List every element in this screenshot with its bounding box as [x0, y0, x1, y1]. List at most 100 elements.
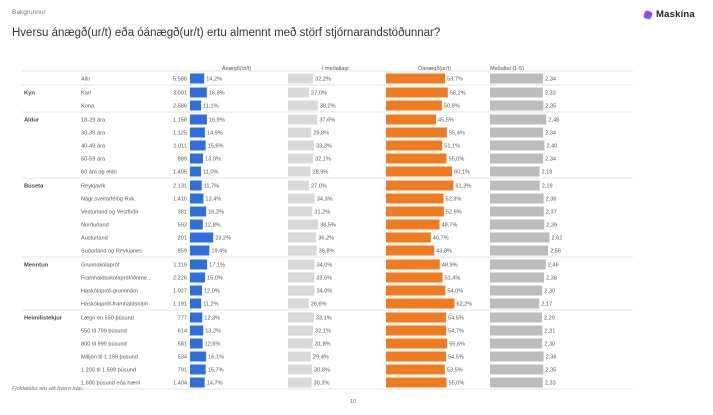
value-dissatisfied: 54,5%	[448, 355, 464, 361]
row-label: Vesturland og Vestfirðir	[81, 209, 139, 216]
bar-neutral	[288, 298, 309, 309]
value-mean: 2,34	[545, 157, 556, 163]
bar-neutral	[288, 285, 315, 296]
group-label: Heimilistekjur	[24, 316, 63, 322]
value-mean: 2,56	[550, 249, 561, 255]
row-count: 1.119	[173, 263, 187, 269]
value-dissatisfied: 61,3%	[455, 184, 471, 190]
value-dissatisfied: 55,0%	[449, 381, 465, 387]
bar-dissatisfied	[386, 298, 455, 309]
bar-neutral	[288, 232, 317, 243]
value-mean: 2,40	[546, 144, 557, 150]
value-neutral: 38,5%	[320, 223, 336, 229]
value-dissatisfied: 54,5%	[448, 316, 464, 322]
value-dissatisfied: 45,5%	[438, 118, 454, 124]
bar-satisfied	[190, 245, 210, 256]
row-label: 60 ára og eldri	[81, 170, 117, 176]
row-label: 30-39 ára	[81, 131, 106, 137]
bar-mean	[490, 272, 545, 283]
bar-dissatisfied	[386, 140, 443, 151]
value-neutral: 34,3%	[317, 197, 333, 203]
row-count: 1.125	[173, 131, 187, 137]
bar-neutral	[288, 180, 310, 191]
value-satisfied: 12,3%	[204, 316, 220, 322]
value-neutral: 27,0%	[311, 184, 327, 190]
value-neutral: 29,4%	[313, 355, 329, 361]
value-neutral: 31,2%	[314, 210, 330, 216]
bar-neutral	[288, 206, 313, 217]
bar-satisfied	[190, 285, 202, 296]
row-count: 5.588	[173, 77, 187, 83]
bar-dissatisfied	[386, 351, 446, 362]
bar-satisfied	[190, 73, 205, 84]
row-label: Milljón til 1.199 þúsund	[81, 355, 138, 361]
bar-dissatisfied	[386, 206, 444, 217]
bar-dissatisfied	[386, 364, 445, 375]
value-satisfied: 16,8%	[209, 91, 225, 97]
row-count: 593	[178, 223, 187, 229]
value-dissatisfied: 53,7%	[447, 77, 463, 83]
bar-mean	[490, 87, 543, 98]
column-header-satisfied: Ánægð(ur/t)	[222, 66, 252, 72]
bar-dissatisfied	[386, 285, 446, 296]
bar-dissatisfied	[386, 219, 440, 230]
row-label: 18-29 ára	[81, 118, 106, 124]
bar-satisfied	[190, 338, 203, 349]
bar-mean	[490, 245, 549, 256]
row-count: 3.001	[173, 91, 187, 97]
row-count: 201	[178, 236, 187, 242]
bar-mean	[490, 193, 544, 204]
value-mean: 2,34	[545, 77, 556, 83]
bar-dissatisfied	[386, 100, 442, 111]
bar-satisfied	[190, 377, 205, 388]
row-label: 550 til 799 þúsund	[81, 329, 127, 335]
value-satisfied: 14,9%	[207, 131, 223, 137]
column-header-neutral: Í meðallagi	[322, 66, 349, 72]
value-dissatisfied: 50,8%	[444, 104, 460, 110]
value-dissatisfied: 52,6%	[446, 210, 462, 216]
page-number: 10	[350, 399, 357, 405]
bar-mean	[490, 325, 543, 336]
bar-satisfied	[190, 312, 203, 323]
row-count: 889	[178, 157, 187, 163]
row-count: 1.405	[173, 170, 187, 176]
value-satisfied: 12,6%	[205, 342, 221, 348]
bar-neutral	[288, 193, 315, 204]
row-label: Framhaldsskólapróf/iðnme...	[81, 275, 152, 282]
value-dissatisfied: 55,6%	[449, 342, 465, 348]
row-count: 859	[178, 249, 187, 255]
bar-neutral	[288, 87, 310, 98]
value-satisfied: 12,0%	[204, 289, 220, 295]
row-label: Austurland	[81, 236, 108, 242]
bar-mean	[490, 312, 542, 323]
bar-mean	[490, 364, 544, 375]
value-satisfied: 14,2%	[206, 77, 222, 83]
bar-mean	[490, 285, 543, 296]
bar-mean	[490, 114, 547, 125]
row-label: Suðurland og Reykjanes	[81, 248, 142, 255]
logo-text: Maskína	[656, 9, 695, 20]
value-mean: 2,36	[546, 355, 557, 361]
value-dissatisfied: 43,8%	[436, 249, 452, 255]
bar-dissatisfied	[386, 114, 437, 125]
row-count: 1.158	[173, 118, 187, 124]
value-neutral: 36,2%	[318, 236, 334, 242]
value-satisfied: 23,2%	[215, 236, 231, 242]
value-neutral: 33,3%	[316, 144, 332, 150]
group-label: Búseta	[24, 184, 44, 190]
value-satisfied: 16,2%	[208, 210, 224, 216]
bar-neutral	[288, 351, 311, 362]
bar-dissatisfied	[386, 180, 454, 191]
value-satisfied: 16,9%	[209, 118, 225, 124]
bar-satisfied	[190, 219, 203, 230]
bar-dissatisfied	[386, 127, 447, 138]
row-count: 2.226	[173, 276, 187, 282]
value-satisfied: 13,2%	[205, 329, 221, 335]
bar-neutral	[288, 325, 314, 336]
row-count: 1.410	[173, 197, 187, 203]
value-neutral: 33,1%	[316, 316, 332, 322]
bar-mean	[490, 127, 544, 138]
bar-mean	[490, 140, 545, 151]
value-dissatisfied: 52,3%	[446, 197, 462, 203]
